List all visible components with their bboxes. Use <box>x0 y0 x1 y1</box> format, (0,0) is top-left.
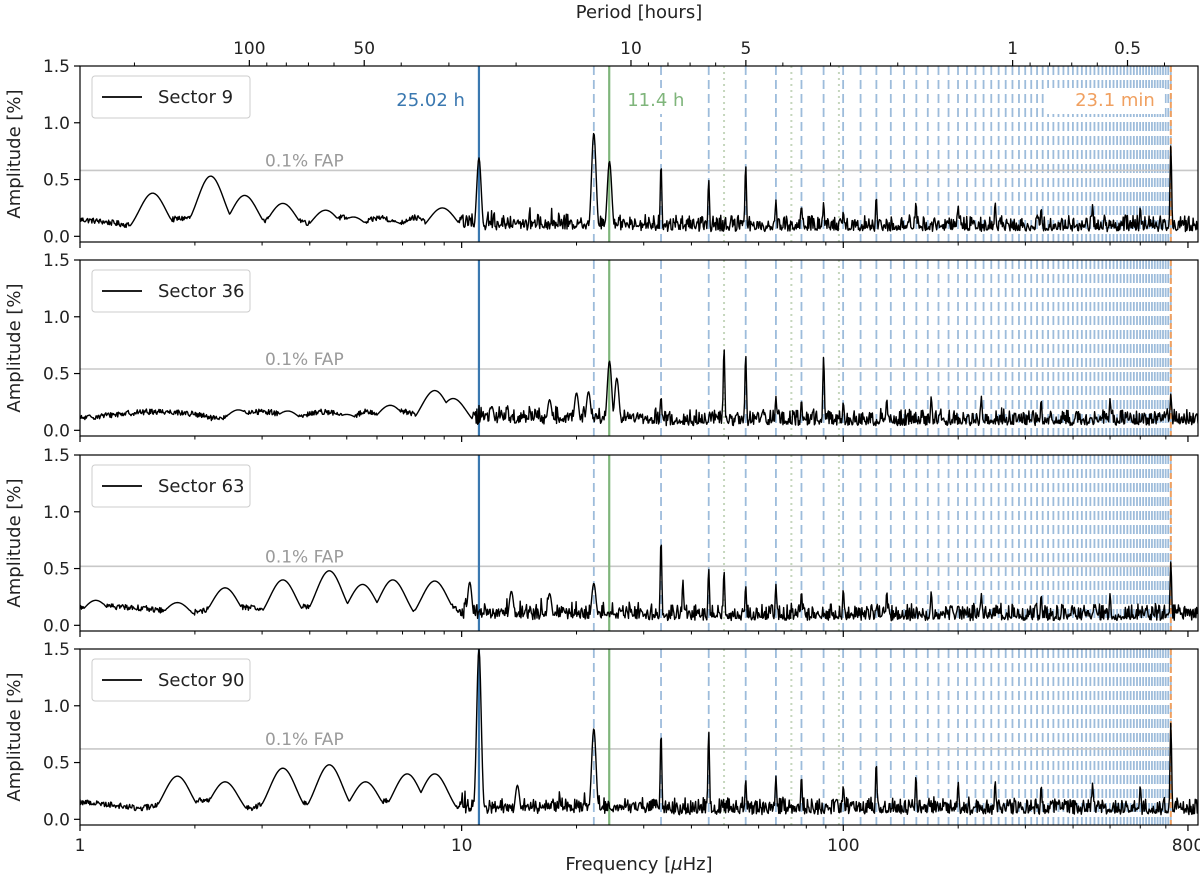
frequency-axis-ticks: 1 10 100 800 <box>75 836 1200 856</box>
fap-label: 0.1% FAP <box>265 547 344 567</box>
spectrum-line <box>80 649 1198 816</box>
fast-period-label-bg <box>1044 88 1165 114</box>
panel-plot-area <box>80 455 1198 631</box>
y-tick-label: 0.5 <box>43 754 70 774</box>
y-tick-label: 1.5 <box>43 446 70 466</box>
y-axis-label: Amplitude [%] <box>4 89 25 218</box>
panels: 0.1% FAP 25.02 h 11.4 h 23.1 min 0.0 0.5 1.0 1.… <box>4 57 1199 831</box>
y-tick-label: 0.5 <box>43 171 70 191</box>
y-tick-label: 0.0 <box>43 227 70 247</box>
legend-box <box>91 269 251 313</box>
panel-frame <box>79 648 1199 826</box>
legend: Sector 9 <box>91 75 251 119</box>
y-tick-label: 1.5 <box>43 640 70 660</box>
x-tick-label: 100 <box>827 836 859 856</box>
panel-sector-90: 0.1% FAP 0.0 0.5 1.0 1.5 Amplitude [%] Sector … <box>4 640 1199 831</box>
fast-period-label: 23.1 min <box>1075 90 1155 111</box>
panel-frame <box>79 65 1199 243</box>
legend-label: Sector 36 <box>158 281 245 302</box>
fap-label: 0.1% FAP <box>265 730 344 750</box>
y-tick-label: 1.5 <box>43 251 70 271</box>
legend-box <box>91 658 251 702</box>
y-axis-label: Amplitude [%] <box>4 672 25 801</box>
period-tick-label: 0.5 <box>1114 39 1141 59</box>
second-period-label: 11.4 h <box>627 90 684 111</box>
fundamental-period-label: 25.02 h <box>396 90 465 111</box>
period-axis-label: Period [hours] <box>576 2 703 23</box>
period-tick-label: 1 <box>1007 39 1018 59</box>
spectrum-line <box>80 349 1198 427</box>
x-tick-label: 10 <box>451 836 473 856</box>
legend-label: Sector 9 <box>158 87 233 108</box>
y-tick-label: 1.5 <box>43 57 70 77</box>
legend-label: Sector 90 <box>158 670 245 691</box>
panel-sector-36: 0.1% FAP 0.0 0.5 1.0 1.5 Amplitude [%] Sector … <box>4 251 1199 442</box>
legend: Sector 90 <box>91 658 251 702</box>
legend-label: Sector 63 <box>158 476 245 497</box>
second-period-label-bg <box>621 88 702 114</box>
y-axis-label: Amplitude [%] <box>4 283 25 412</box>
y-tick-label: 0.5 <box>43 560 70 580</box>
period-tick-label: 100 <box>233 39 265 59</box>
y-tick-label: 1.0 <box>43 308 70 328</box>
y-tick-label: 0.0 <box>43 421 70 441</box>
panel-sector-9: 0.1% FAP 25.02 h 11.4 h 23.1 min 0.0 0.5 1.0 1.… <box>4 57 1199 248</box>
spectrum-line <box>80 132 1198 233</box>
period-tick-label: 5 <box>740 39 751 59</box>
legend-box <box>91 75 251 119</box>
y-tick-label: 0.5 <box>43 365 70 385</box>
x-tick-label: 1 <box>75 836 86 856</box>
panel-frame <box>79 259 1199 437</box>
y-tick-label: 0.0 <box>43 810 70 830</box>
period-axis-ticks: 100 50 10 5 1 0.5 <box>133 39 1165 66</box>
x-tick-label: 800 <box>1172 836 1200 856</box>
legend-box <box>91 464 251 508</box>
y-tick-label: 1.0 <box>43 697 70 717</box>
spectrum-line <box>80 544 1198 622</box>
panel-frame <box>79 454 1199 632</box>
y-tick-label: 1.0 <box>43 114 70 134</box>
fap-label: 0.1% FAP <box>265 350 344 370</box>
y-tick-label: 0.0 <box>43 616 70 636</box>
fap-label: 0.1% FAP <box>265 152 344 172</box>
y-axis-label: Amplitude [%] <box>4 478 25 607</box>
period-tick-label: 50 <box>353 39 375 59</box>
legend: Sector 36 <box>91 269 251 313</box>
legend: Sector 63 <box>91 464 251 508</box>
panel-plot-area <box>80 260 1198 436</box>
frequency-axis-label: Frequency [μHz] <box>565 854 712 875</box>
panel-sector-63: 0.1% FAP 0.0 0.5 1.0 1.5 Amplitude [%] Sector … <box>4 446 1199 637</box>
y-tick-label: 1.0 <box>43 503 70 523</box>
period-tick-label: 10 <box>620 39 642 59</box>
panel-plot-area <box>80 649 1198 825</box>
